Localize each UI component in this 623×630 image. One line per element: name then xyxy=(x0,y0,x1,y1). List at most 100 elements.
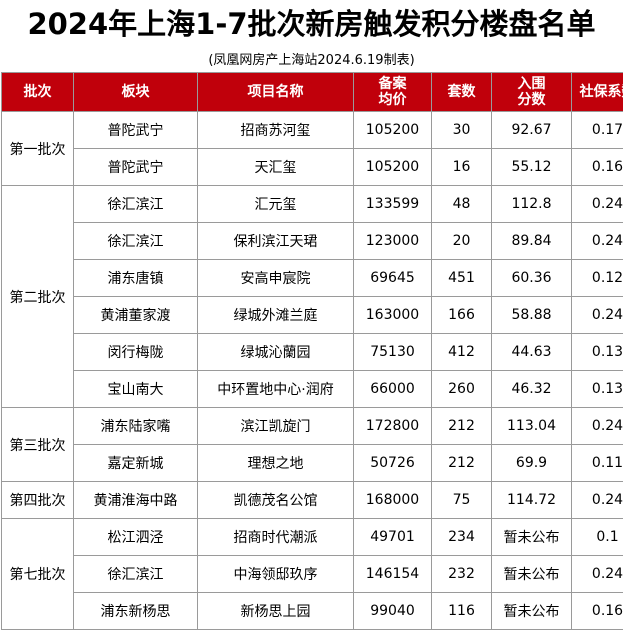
batch-label: 第三批次 xyxy=(2,408,74,482)
cell-coef: 0.1 xyxy=(572,519,623,556)
table-row: 黄浦董家渡 绿城外滩兰庭 163000 166 58.88 0.24 xyxy=(2,297,623,334)
cell-area: 普陀武宁 xyxy=(74,149,198,186)
cell-price: 133599 xyxy=(354,186,432,223)
cell-score: 89.84 xyxy=(492,223,572,260)
batch-label: 第一批次 xyxy=(2,112,74,186)
cell-project: 理想之地 xyxy=(198,445,354,482)
cell-units: 234 xyxy=(432,519,492,556)
header-project: 项目名称 xyxy=(198,73,354,112)
table-row: 浦东新杨思 新杨思上园 99040 116 暂未公布 0.16 xyxy=(2,593,623,630)
cell-score: 55.12 xyxy=(492,149,572,186)
table-row: 浦东唐镇 安高申宸院 69645 451 60.36 0.12 xyxy=(2,260,623,297)
cell-area: 徐汇滨江 xyxy=(74,556,198,593)
cell-project: 招商时代潮派 xyxy=(198,519,354,556)
table-row: 第一批次 普陀武宁 招商苏河玺 105200 30 92.67 0.17 xyxy=(2,112,623,149)
cell-coef: 0.11 xyxy=(572,445,623,482)
cell-score: 暂未公布 xyxy=(492,593,572,630)
cell-units: 212 xyxy=(432,445,492,482)
batch-label: 第七批次 xyxy=(2,519,74,630)
cell-coef: 0.13 xyxy=(572,334,623,371)
cell-project: 凯德茂名公馆 xyxy=(198,482,354,519)
cell-price: 105200 xyxy=(354,112,432,149)
cell-area: 普陀武宁 xyxy=(74,112,198,149)
table-row: 第二批次 徐汇滨江 汇元玺 133599 48 112.8 0.24 xyxy=(2,186,623,223)
table-row: 宝山南大 中环置地中心·润府 66000 260 46.32 0.13 xyxy=(2,371,623,408)
cell-coef: 0.24 xyxy=(572,556,623,593)
cell-project: 招商苏河玺 xyxy=(198,112,354,149)
cell-price: 69645 xyxy=(354,260,432,297)
header-batch: 批次 xyxy=(2,73,74,112)
cell-price: 75130 xyxy=(354,334,432,371)
cell-units: 260 xyxy=(432,371,492,408)
cell-area: 浦东陆家嘴 xyxy=(74,408,198,445)
cell-price: 99040 xyxy=(354,593,432,630)
cell-area: 嘉定新城 xyxy=(74,445,198,482)
cell-score: 112.8 xyxy=(492,186,572,223)
cell-price: 146154 xyxy=(354,556,432,593)
header-price-line1: 备案 xyxy=(379,76,407,92)
cell-units: 116 xyxy=(432,593,492,630)
cell-score: 69.9 xyxy=(492,445,572,482)
cell-units: 232 xyxy=(432,556,492,593)
cell-project: 新杨思上园 xyxy=(198,593,354,630)
cell-coef: 0.16 xyxy=(572,593,623,630)
cell-coef: 0.12 xyxy=(572,260,623,297)
cell-score: 114.72 xyxy=(492,482,572,519)
header-price: 备案均价 xyxy=(354,73,432,112)
cell-price: 168000 xyxy=(354,482,432,519)
table-row: 普陀武宁 天汇玺 105200 16 55.12 0.16 xyxy=(2,149,623,186)
cell-area: 黄浦淮海中路 xyxy=(74,482,198,519)
cell-coef: 0.24 xyxy=(572,482,623,519)
cell-price: 172800 xyxy=(354,408,432,445)
cell-score: 92.67 xyxy=(492,112,572,149)
cell-score: 60.36 xyxy=(492,260,572,297)
cell-price: 49701 xyxy=(354,519,432,556)
cell-units: 451 xyxy=(432,260,492,297)
cell-units: 166 xyxy=(432,297,492,334)
cell-area: 宝山南大 xyxy=(74,371,198,408)
cell-price: 50726 xyxy=(354,445,432,482)
page-title: 2024年上海1-7批次新房触发积分楼盘名单 xyxy=(0,0,623,44)
cell-units: 412 xyxy=(432,334,492,371)
cell-score: 113.04 xyxy=(492,408,572,445)
cell-area: 松江泗泾 xyxy=(74,519,198,556)
table-row: 嘉定新城 理想之地 50726 212 69.9 0.11 xyxy=(2,445,623,482)
batch-label: 第四批次 xyxy=(2,482,74,519)
cell-area: 徐汇滨江 xyxy=(74,186,198,223)
cell-coef: 0.13 xyxy=(572,371,623,408)
table-row: 第四批次 黄浦淮海中路 凯德茂名公馆 168000 75 114.72 0.24 xyxy=(2,482,623,519)
page-subtitle: (凤凰网房产上海站2024.6.19制表) xyxy=(0,46,623,70)
header-score-line1: 入围 xyxy=(518,76,546,92)
table-row: 第三批次 浦东陆家嘴 滨江凯旋门 172800 212 113.04 0.24 xyxy=(2,408,623,445)
cell-units: 212 xyxy=(432,408,492,445)
cell-units: 30 xyxy=(432,112,492,149)
cell-area: 黄浦董家渡 xyxy=(74,297,198,334)
cell-project: 汇元玺 xyxy=(198,186,354,223)
cell-coef: 0.24 xyxy=(572,223,623,260)
cell-score: 暂未公布 xyxy=(492,556,572,593)
cell-project: 绿城外滩兰庭 xyxy=(198,297,354,334)
table-row: 第七批次 松江泗泾 招商时代潮派 49701 234 暂未公布 0.1 xyxy=(2,519,623,556)
cell-score: 58.88 xyxy=(492,297,572,334)
cell-price: 163000 xyxy=(354,297,432,334)
cell-project: 保利滨江天珺 xyxy=(198,223,354,260)
header-units: 套数 xyxy=(432,73,492,112)
header-score: 入围分数 xyxy=(492,73,572,112)
cell-project: 中环置地中心·润府 xyxy=(198,371,354,408)
cell-score: 44.63 xyxy=(492,334,572,371)
cell-project: 滨江凯旋门 xyxy=(198,408,354,445)
cell-area: 浦东新杨思 xyxy=(74,593,198,630)
cell-coef: 0.16 xyxy=(572,149,623,186)
cell-project: 中海领邸玖序 xyxy=(198,556,354,593)
table-row: 徐汇滨江 保利滨江天珺 123000 20 89.84 0.24 xyxy=(2,223,623,260)
cell-coef: 0.24 xyxy=(572,297,623,334)
header-area: 板块 xyxy=(74,73,198,112)
cell-score: 46.32 xyxy=(492,371,572,408)
cell-units: 48 xyxy=(432,186,492,223)
cell-units: 75 xyxy=(432,482,492,519)
cell-price: 105200 xyxy=(354,149,432,186)
cell-area: 浦东唐镇 xyxy=(74,260,198,297)
cell-coef: 0.17 xyxy=(572,112,623,149)
